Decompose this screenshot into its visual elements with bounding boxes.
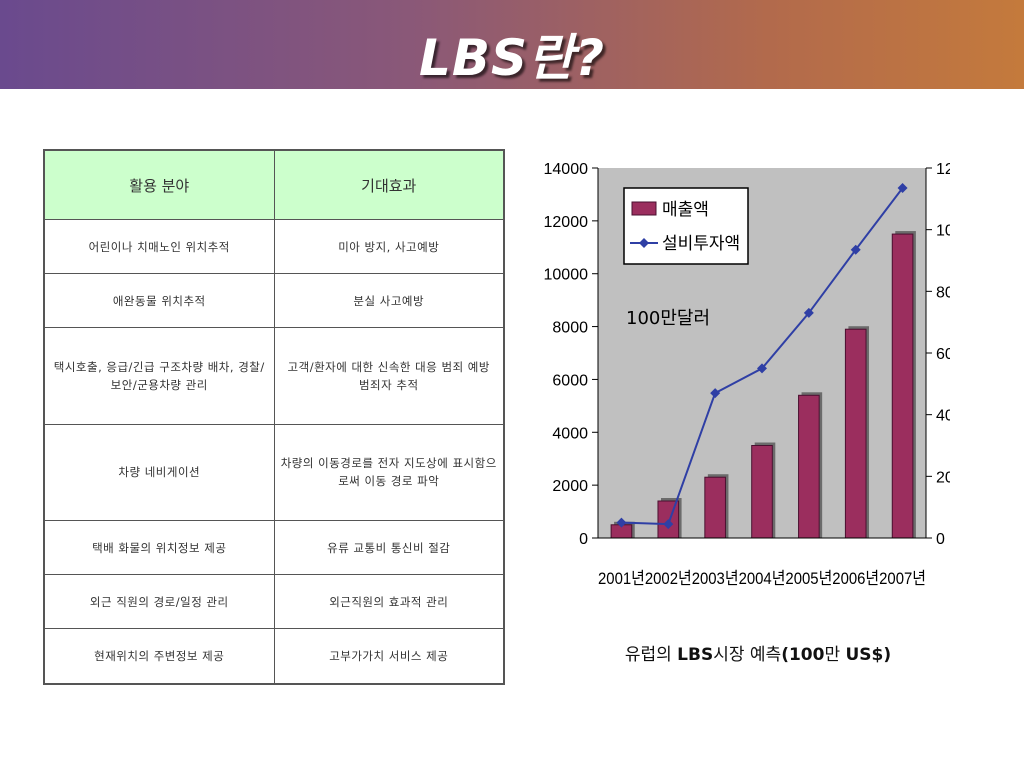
x-tick-label: 2004년: [739, 569, 786, 588]
table-cell: 유류 교통비 통신비 절감: [273, 519, 505, 576]
table-cell: 외근직원의 효과적 관리: [273, 574, 505, 630]
y-tick-label: 2000: [552, 478, 588, 495]
column-header-field: 활용 분야: [43, 149, 275, 220]
line-point: [710, 388, 721, 399]
legend-line-marker: [639, 238, 649, 248]
x-tick-label: 2005년: [785, 569, 832, 588]
table-row: 택배 화물의 위치정보 제공 유류 교통비 통신비 절감: [43, 519, 505, 576]
bar: [704, 476, 726, 539]
table-cell: 외근 직원의 경로/일정 관리: [43, 574, 275, 630]
y-tick-label: 6000: [552, 372, 588, 389]
x-tick-label: 2003년: [692, 569, 739, 588]
y-tick-label: 14000: [544, 161, 589, 178]
table-cell: 차량의 이동경로를 전자 지도상에 표시함으로써 이동 경로 파악: [273, 423, 505, 522]
table-cell: 어린이나 치매노인 위치추적: [43, 218, 275, 275]
y2-tick-label: 200: [936, 469, 950, 486]
caption-unit: (100: [781, 645, 825, 665]
bar: [844, 328, 867, 539]
bar: [751, 445, 773, 539]
y2-tick-label: 0: [936, 531, 945, 548]
table-cell: 고객/환자에 대한 신속한 대응 범죄 예방 범죄자 추적: [273, 327, 505, 425]
table-cell: 차량 네비게이션: [43, 423, 275, 522]
page-title: LBS란?: [419, 29, 605, 87]
y2-tick-label: 1200: [936, 161, 950, 178]
y-tick-label: 4000: [552, 425, 588, 442]
caption-text: 만: [824, 645, 846, 665]
bar: [891, 233, 914, 539]
x-tick-label: 2002년: [645, 569, 692, 588]
table-cell: 애완동물 위치추적: [43, 273, 275, 329]
caption-text: 유럽의: [624, 645, 678, 665]
line-point: [663, 519, 674, 530]
table-row: 차량 네비게이션 차량의 이동경로를 전자 지도상에 표시함으로써 이동 경로 …: [43, 423, 505, 522]
x-tick-label: 2007년: [879, 569, 926, 588]
y-tick-label: 0: [579, 531, 588, 548]
table-cell: 분실 사고예방: [273, 273, 505, 329]
y-tick-label: 8000: [552, 320, 588, 337]
y2-tick-label: 800: [936, 284, 950, 301]
legend-box: [623, 187, 749, 265]
lbs-market-chart: 0 2000 4000 6000 8000 10000 12000 14000 0 200 400 6…: [544, 161, 951, 588]
table-row: 애완동물 위치추적 분실 사고예방: [43, 273, 505, 329]
legend-label-sales: 매출액: [662, 200, 709, 220]
line-point: [757, 363, 767, 374]
x-tick-label: 2006년: [832, 569, 879, 588]
table-row: 어린이나 치매노인 위치추적 미아 방지, 사고예방: [43, 218, 505, 275]
column-header-effect: 기대효과: [273, 149, 505, 220]
caption-text: 시장 예측: [713, 645, 782, 665]
y-tick-label: 12000: [544, 214, 589, 231]
table-row: 외근 직원의 경로/일정 관리 외근직원의 효과적 관리: [43, 574, 505, 630]
bar: [798, 394, 820, 539]
chart-annotation-unit: 100만달러: [626, 308, 710, 329]
caption-currency: US$): [845, 645, 892, 665]
table-row: 현재위치의 주변정보 제공 고부가가치 서비스 제공: [43, 628, 505, 685]
y2-tick-label: 400: [936, 408, 950, 425]
lbs-uses-table: 활용 분야 기대효과 어린이나 치매노인 위치추적 미아 방지, 사고예방 애완…: [43, 149, 505, 685]
legend-label-investment: 설비투자액: [662, 234, 740, 254]
y2-tick-label: 1000: [936, 223, 950, 240]
y-tick-label: 10000: [544, 267, 589, 284]
table-cell: 택시호출, 응급/긴급 구조차량 배차, 경찰/보안/군용차량 관리: [43, 327, 275, 425]
table-cell: 택배 화물의 위치정보 제공: [43, 519, 275, 576]
table-cell: 고부가가치 서비스 제공: [273, 628, 505, 685]
y2-tick-label: 600: [936, 346, 950, 363]
line-point: [850, 244, 861, 255]
table-header-row: 활용 분야 기대효과: [43, 149, 505, 220]
caption-lbs: LBS: [677, 645, 714, 665]
header-banner: [0, 0, 1024, 89]
line-point: [897, 183, 908, 194]
line-point: [616, 517, 627, 528]
x-tick-label: 2001년: [598, 569, 645, 588]
table-cell: 미아 방지, 사고예방: [273, 218, 505, 275]
line-point: [803, 307, 814, 318]
chart-caption: 유럽의 LBS시장 예측(100만 US$): [588, 640, 928, 665]
legend-bar-swatch: [631, 201, 657, 216]
table-row: 택시호출, 응급/긴급 구조차량 배차, 경찰/보안/군용차량 관리 고객/환자…: [43, 327, 505, 425]
table-cell: 현재위치의 주변정보 제공: [43, 628, 275, 685]
